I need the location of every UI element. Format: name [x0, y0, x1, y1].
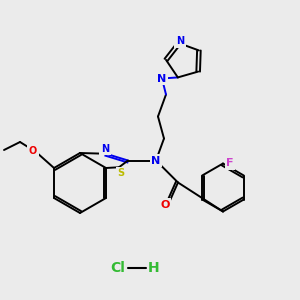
- Text: H: H: [148, 261, 160, 275]
- Text: F: F: [226, 158, 234, 169]
- Text: S: S: [117, 168, 124, 178]
- Text: Cl: Cl: [111, 261, 125, 275]
- Text: N: N: [158, 74, 166, 83]
- Text: N: N: [176, 36, 184, 46]
- Text: O: O: [160, 200, 170, 209]
- Text: N: N: [101, 144, 109, 154]
- Text: N: N: [152, 155, 160, 166]
- Text: O: O: [29, 146, 37, 156]
